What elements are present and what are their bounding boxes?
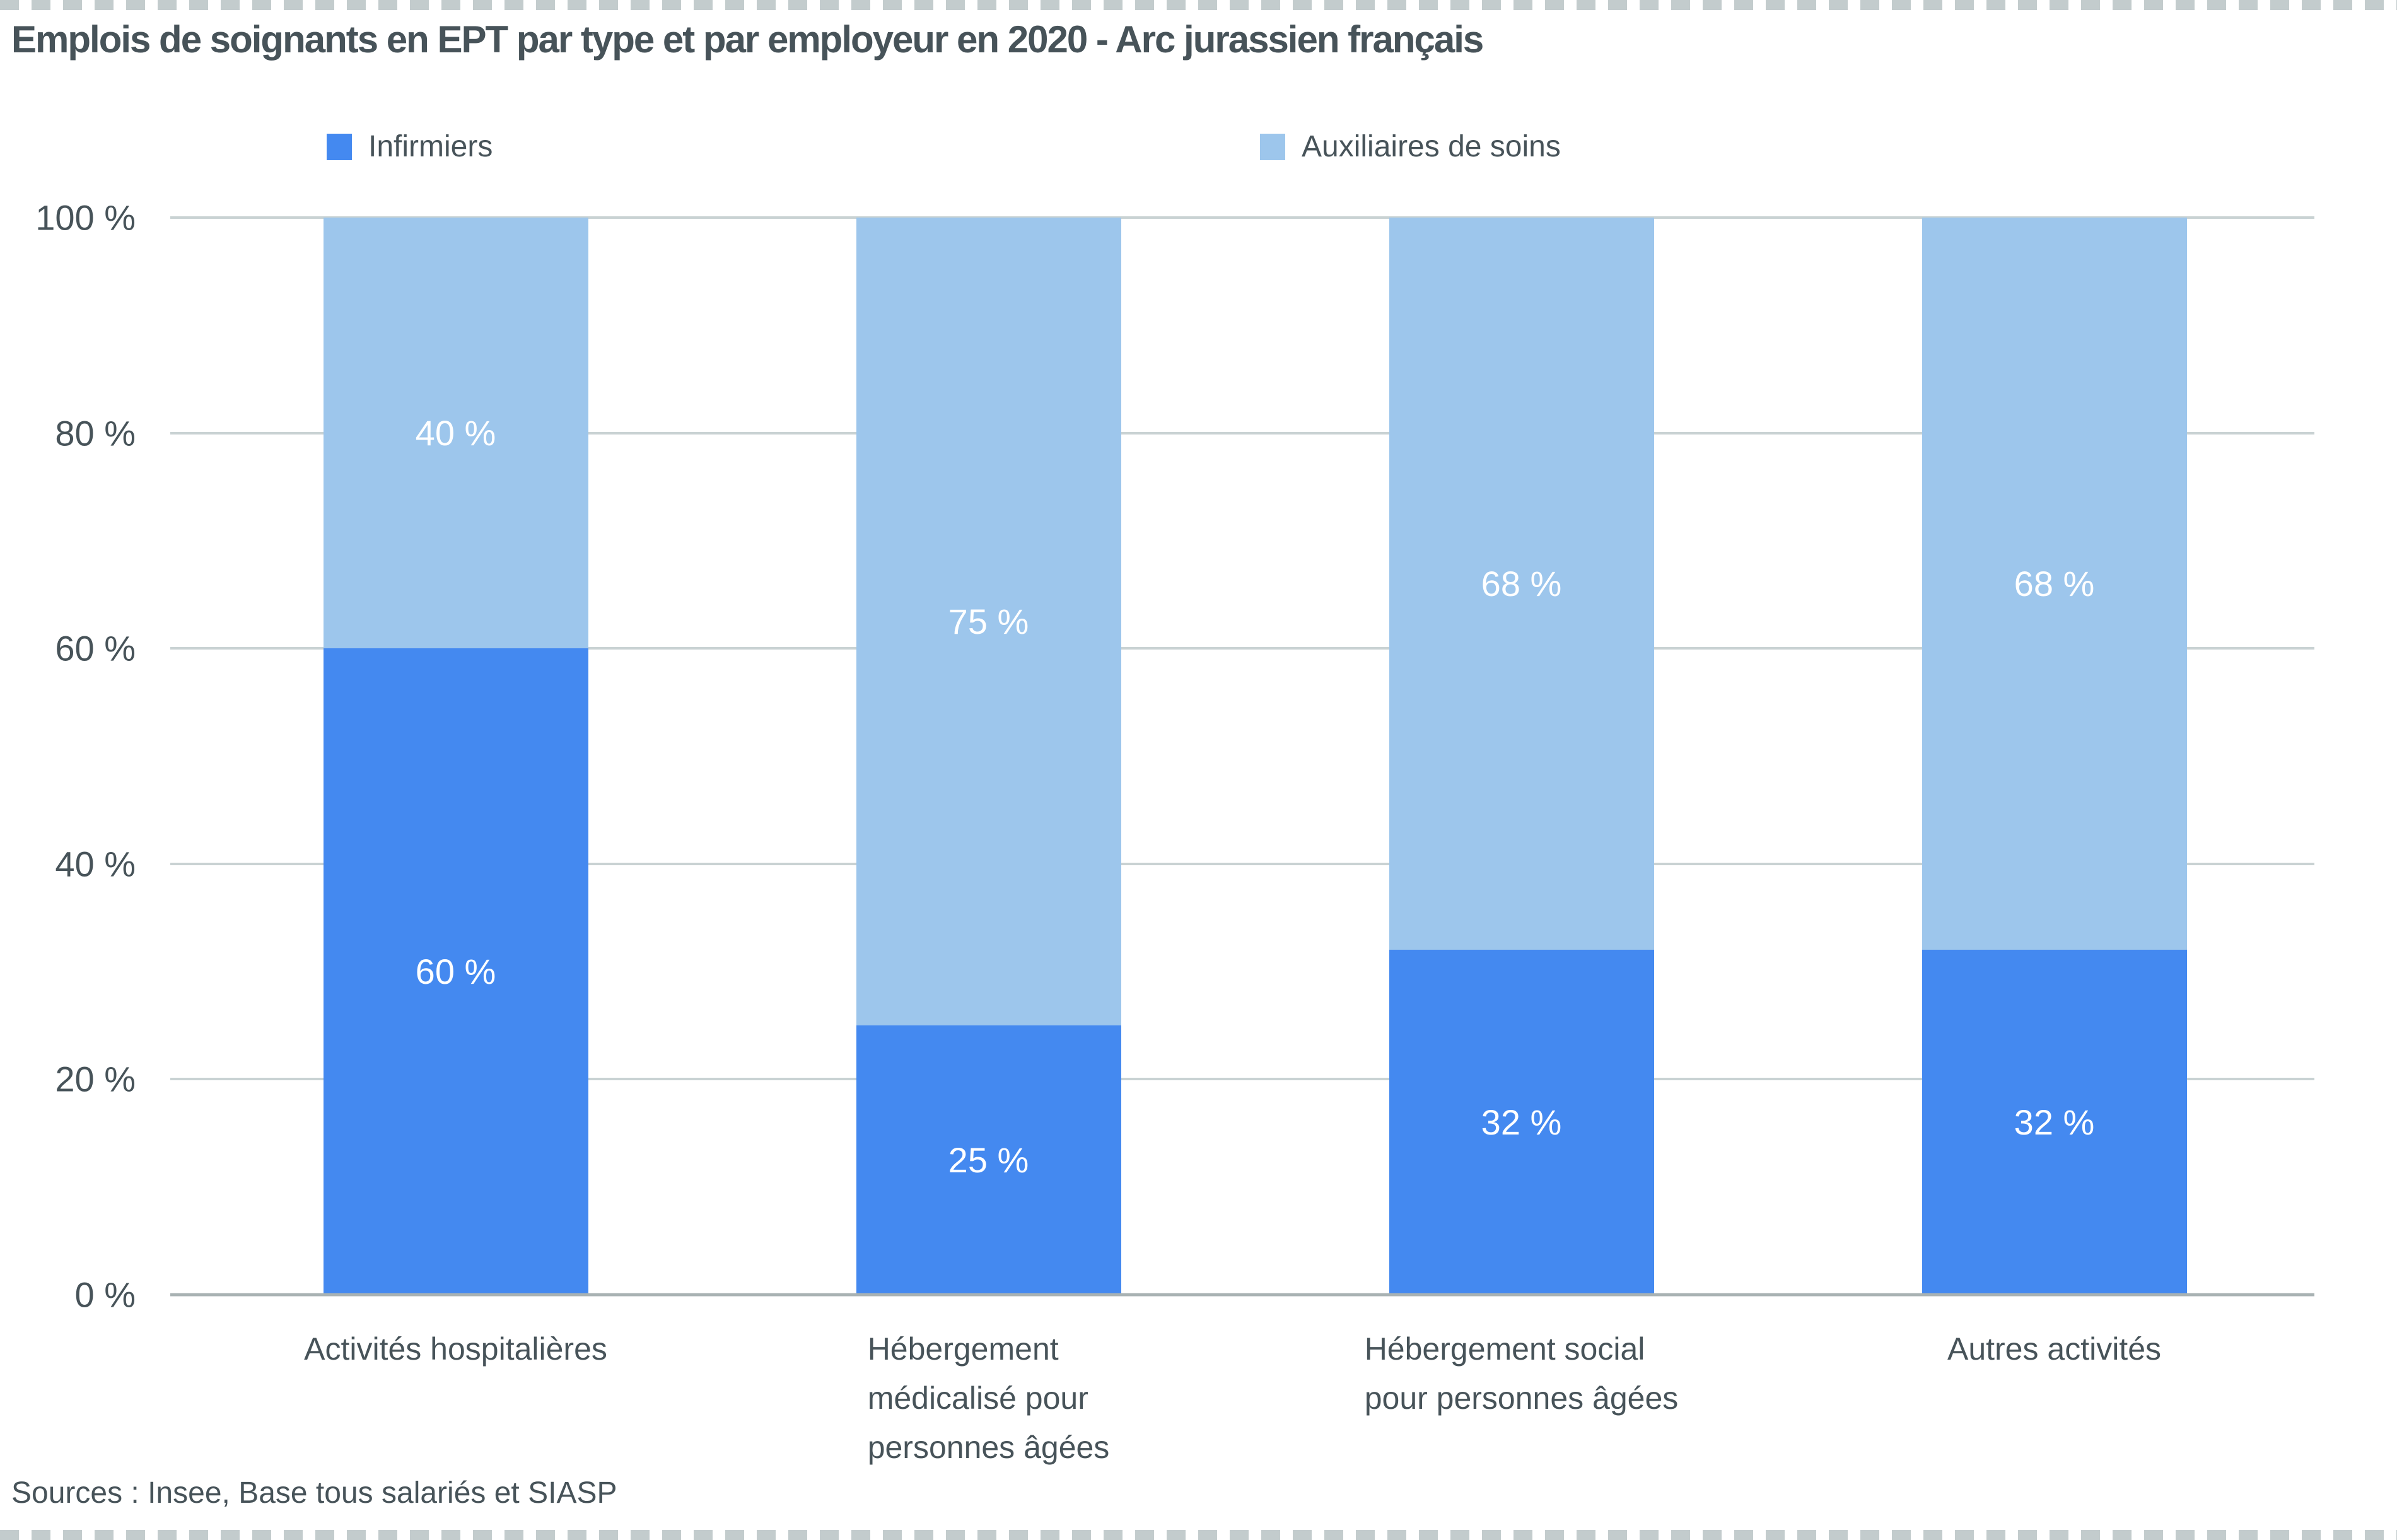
bar-cell: 32 % 68 % xyxy=(1255,218,1788,1295)
bar-segment-label: 40 % xyxy=(415,413,496,453)
bar-cell: 25 % 75 % xyxy=(722,218,1255,1295)
bottom-dashed-border xyxy=(0,1530,2397,1540)
bar-segment-label: 60 % xyxy=(415,952,496,992)
y-axis-tick-label: 40 % xyxy=(55,844,136,884)
bar-segment: 75 % xyxy=(856,218,1121,1025)
gridline xyxy=(170,862,2314,865)
x-axis-label: Activités hospitalières xyxy=(304,1331,607,1367)
gridline xyxy=(170,1078,2314,1081)
source-note: Sources : Insee, Base tous salariés et S… xyxy=(11,1476,617,1510)
chart-title: Emplois de soignants en EPT par type et … xyxy=(11,18,1484,61)
legend-item-auxiliaires: Auxiliaires de soins xyxy=(1260,129,1561,164)
y-axis-tick-label: 0 % xyxy=(74,1275,136,1315)
x-axis-label: Hébergement médicalisé pour personnes âg… xyxy=(867,1331,1110,1465)
x-axis-label: Autres activités xyxy=(1947,1331,2161,1367)
gridline xyxy=(170,216,2314,219)
y-axis-tick-label: 60 % xyxy=(55,628,136,668)
y-axis-tick-label: 20 % xyxy=(55,1059,136,1099)
y-axis: 0 % 20 % 40 % 60 % 80 % 100 % xyxy=(0,198,136,1315)
bar-segment: 60 % xyxy=(323,648,588,1295)
bars: 60 % 40 % 25 % 75 % 32 % 68 % 32 % 68 % xyxy=(189,218,2321,1295)
stacked-bar: 25 % 75 % xyxy=(856,218,1121,1295)
bar-segment-label: 25 % xyxy=(948,1140,1029,1180)
y-axis-tick-label: 100 % xyxy=(35,197,136,238)
gridline xyxy=(170,647,2314,650)
bar-segment: 40 % xyxy=(323,218,588,649)
legend-label-auxiliaires: Auxiliaires de soins xyxy=(1302,130,1561,163)
bar-segment: 32 % xyxy=(1389,950,1654,1295)
bar-segment-label: 68 % xyxy=(2014,564,2095,604)
stacked-bar: 32 % 68 % xyxy=(1389,218,1654,1295)
y-axis-tick-label: 80 % xyxy=(55,413,136,453)
legend-item-infirmiers: Infirmiers xyxy=(327,129,493,164)
bar-cell: 32 % 68 % xyxy=(1788,218,2321,1295)
bar-segment-label: 32 % xyxy=(2014,1102,2095,1143)
legend-swatch-auxiliaires xyxy=(1260,133,1285,160)
x-axis-label: Hébergement social pour personnes âgées xyxy=(1364,1331,1679,1416)
bar-cell: 60 % 40 % xyxy=(189,218,722,1295)
bar-segment: 25 % xyxy=(856,1025,1121,1295)
bar-segment-label: 68 % xyxy=(1481,564,1562,604)
legend-label-infirmiers: Infirmiers xyxy=(368,130,493,163)
bar-segment: 32 % xyxy=(1922,950,2187,1295)
plot-area: 60 % 40 % 25 % 75 % 32 % 68 % 32 % 68 % xyxy=(170,216,2314,1297)
bar-segment: 68 % xyxy=(1389,218,1654,950)
stacked-bar: 60 % 40 % xyxy=(323,218,588,1295)
stacked-bar: 32 % 68 % xyxy=(1922,218,2187,1295)
top-dashed-border xyxy=(0,0,2397,10)
bar-segment: 68 % xyxy=(1922,218,2187,950)
gridline xyxy=(170,431,2314,435)
x-axis-line xyxy=(170,1293,2314,1297)
x-axis: Activités hospitalières Hébergement médi… xyxy=(189,1324,2321,1472)
bar-segment-label: 32 % xyxy=(1481,1102,1562,1143)
bar-segment-label: 75 % xyxy=(948,602,1029,641)
legend-swatch-infirmiers xyxy=(327,133,352,160)
